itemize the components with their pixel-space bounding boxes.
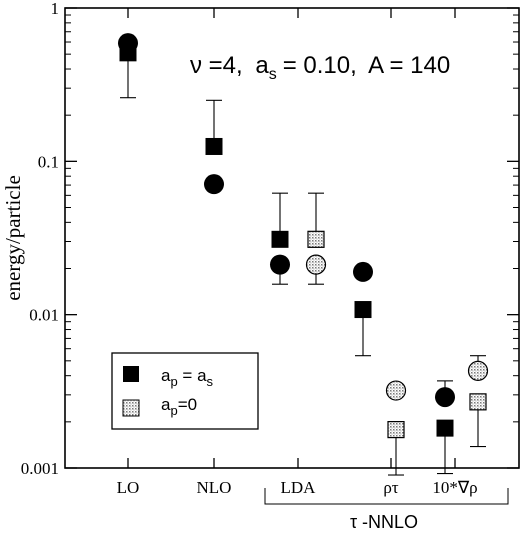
legend-item-2-main: a [161,395,171,414]
legend-item-1-eq: = a [178,366,207,385]
y-tick-label: 0.1 [38,152,59,171]
x-tick-label: LO [117,478,140,497]
annotation-A: A = 140 [368,52,450,79]
data-markers [118,33,489,439]
y-tick-label: 1 [51,0,60,18]
annotation-as: a [255,52,269,79]
legend-item-1-sub2: s [207,374,214,389]
group-bracket: τ -NNLO [264,488,509,532]
data-point-solid-circle [435,387,455,408]
data-point-hatched-square [307,230,325,248]
x-tick-label: ρτ [383,478,398,497]
y-axis-title: energy/particle [1,175,25,301]
data-point-hatched-circle [385,380,407,401]
data-point-solid-circle [353,261,373,282]
legend-item-2-eq: =0 [178,395,197,414]
svg-text:ap=0: ap=0 [161,395,197,418]
legend: ap = as ap=0 [111,352,259,430]
legend-marker-solid-square [123,366,139,382]
legend-item-2-sub: p [170,403,177,418]
legend-item-1-sub: p [170,374,177,389]
legend-item-1-main: a [161,366,171,385]
group-bracket-line [264,488,509,505]
data-point-solid-circle [118,33,138,54]
data-point-solid-square [205,137,223,155]
group-bracket-label: τ -NNLO [350,512,418,532]
x-axis-ticks: LO NLO LDA ρτ 10*∇ρ [117,8,478,497]
data-point-hatched-square [387,421,405,439]
data-point-solid-circle [204,174,224,195]
annotation-as-value: = 0.10, [283,52,357,79]
data-point-hatched-circle [467,360,489,381]
annotation-nu: ν =4, [190,52,243,79]
data-point-solid-square [271,230,289,248]
y-tick-label: 0.01 [29,306,59,325]
data-point-solid-square [436,419,454,437]
data-point-solid-square [354,301,372,319]
svg-text:ap = as: ap = as [161,366,214,389]
x-tick-label: 10*∇ρ [432,478,477,497]
y-axis-ticks: 0.001 0.01 0.1 1 [21,0,519,478]
x-tick-label: LDA [281,478,317,497]
data-point-hatched-square [469,393,487,411]
svg-text:ν =4, as= 0.10, A: ν =4, as = 0.10, A = 140 [190,52,450,83]
legend-box [111,352,259,430]
legend-marker-hatched-square [122,399,140,417]
x-tick-label: NLO [197,478,232,497]
annotation: ν =4, as = 0.10, A = 140 [190,52,450,83]
data-point-hatched-circle [305,254,327,275]
data-point-solid-circle [270,254,290,275]
y-tick-label: 0.001 [21,459,59,478]
plot-frame [64,7,520,469]
annotation-as-sub: s [269,66,277,83]
